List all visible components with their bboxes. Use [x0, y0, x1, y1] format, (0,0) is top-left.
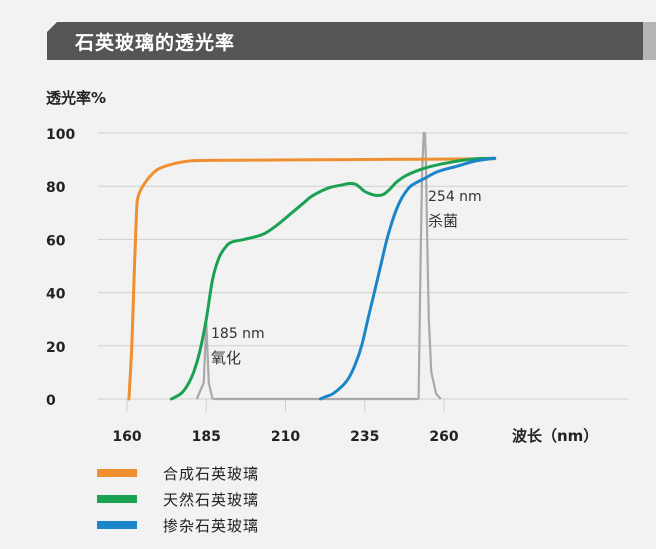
series-line-synthetic	[127, 157, 497, 401]
y-axis-title: 透光率%	[46, 89, 106, 107]
y-tick-label: 40	[46, 287, 66, 303]
y-tick-label: 80	[46, 180, 66, 196]
annotation-a254-effect: 杀菌	[428, 212, 458, 230]
x-tick-label: 235	[350, 429, 379, 445]
page-title: 石英玻璃的透光率	[75, 32, 236, 54]
legend-swatch-doped	[97, 521, 137, 529]
title-banner-shape	[47, 22, 656, 60]
y-tick-label: 0	[46, 393, 56, 409]
y-tick-label: 60	[46, 233, 66, 249]
series-line-natural	[169, 156, 497, 401]
annotation-a185-effect: 氧化	[211, 349, 241, 367]
legend-swatch-natural	[97, 495, 137, 503]
x-tick-label: 185	[192, 429, 221, 445]
legend-label-natural: 天然石英玻璃	[163, 490, 260, 509]
series-line-doped	[318, 156, 497, 401]
legend-item-doped: 掺杂石英玻璃	[97, 515, 259, 535]
x-tick-label: 260	[429, 429, 458, 445]
annotation-a254-wavelength: 254 nm	[428, 189, 482, 205]
legend-swatch-synthetic	[97, 469, 137, 477]
legend-label-synthetic: 合成石英玻璃	[163, 464, 260, 483]
x-axis-title: 波长（nm）	[512, 427, 598, 445]
legend-item-synthetic: 合成石英玻璃	[97, 463, 259, 483]
y-tick-label: 100	[46, 127, 75, 143]
annotation-a185-wavelength: 185 nm	[211, 326, 265, 342]
legend-item-natural: 天然石英玻璃	[97, 489, 259, 509]
x-tick-label: 160	[112, 429, 141, 445]
x-tick-label: 210	[271, 429, 300, 445]
title-banner: 石英玻璃的透光率	[47, 22, 656, 60]
y-tick-label: 20	[46, 340, 66, 356]
legend-label-doped: 掺杂石英玻璃	[163, 516, 260, 535]
